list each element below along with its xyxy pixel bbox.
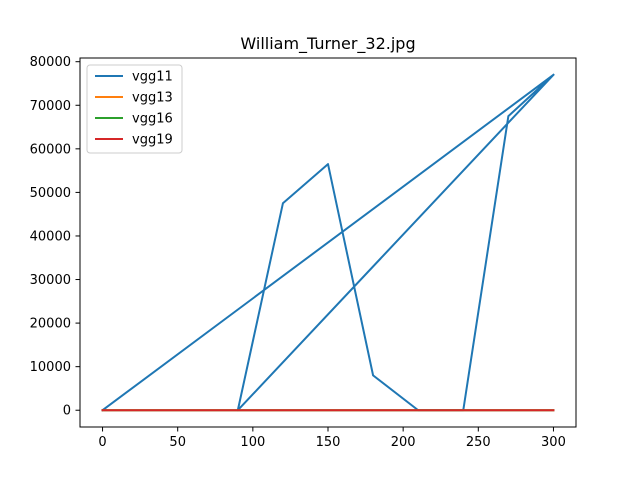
legend-label-vgg19: vgg19 — [132, 133, 173, 148]
x-tick-label: 0 — [98, 435, 106, 450]
x-tick-label: 200 — [391, 435, 416, 450]
legend-label-vgg13: vgg13 — [132, 91, 173, 106]
x-tick-label: 100 — [240, 435, 265, 450]
legend-entries: vgg11 vgg13 vgg16 vgg19 — [95, 70, 173, 148]
x-axis: 0 50 100 150 200 250 300 — [98, 427, 566, 450]
legend-label-vgg16: vgg16 — [132, 112, 173, 127]
series-layer — [101, 73, 555, 412]
y-tick-label: 0 — [63, 404, 71, 419]
legend-box — [86, 64, 183, 154]
legend: vgg11 vgg13 vgg16 vgg19 — [86, 64, 183, 154]
x-tick-label: 50 — [169, 435, 186, 450]
x-tick-label: 150 — [316, 435, 341, 450]
x-tick-label: 300 — [541, 435, 566, 450]
legend-label-vgg11: vgg11 — [132, 70, 173, 85]
y-tick-label: 50000 — [30, 186, 71, 201]
chart-title: William_Turner_32.jpg — [240, 34, 415, 54]
y-tick-label: 80000 — [30, 55, 71, 70]
y-tick-label: 70000 — [30, 99, 71, 114]
series-line-vgg11 — [101, 73, 555, 412]
x-tick-label: 250 — [466, 435, 491, 450]
y-tick-label: 10000 — [30, 360, 71, 375]
y-tick-label: 60000 — [30, 142, 71, 157]
y-tick-label: 30000 — [30, 273, 71, 288]
y-tick-label: 40000 — [30, 229, 71, 244]
y-tick-label: 20000 — [30, 317, 71, 332]
y-axis: 0 10000 20000 30000 40000 50000 60000 70000 8000… — [30, 55, 80, 419]
